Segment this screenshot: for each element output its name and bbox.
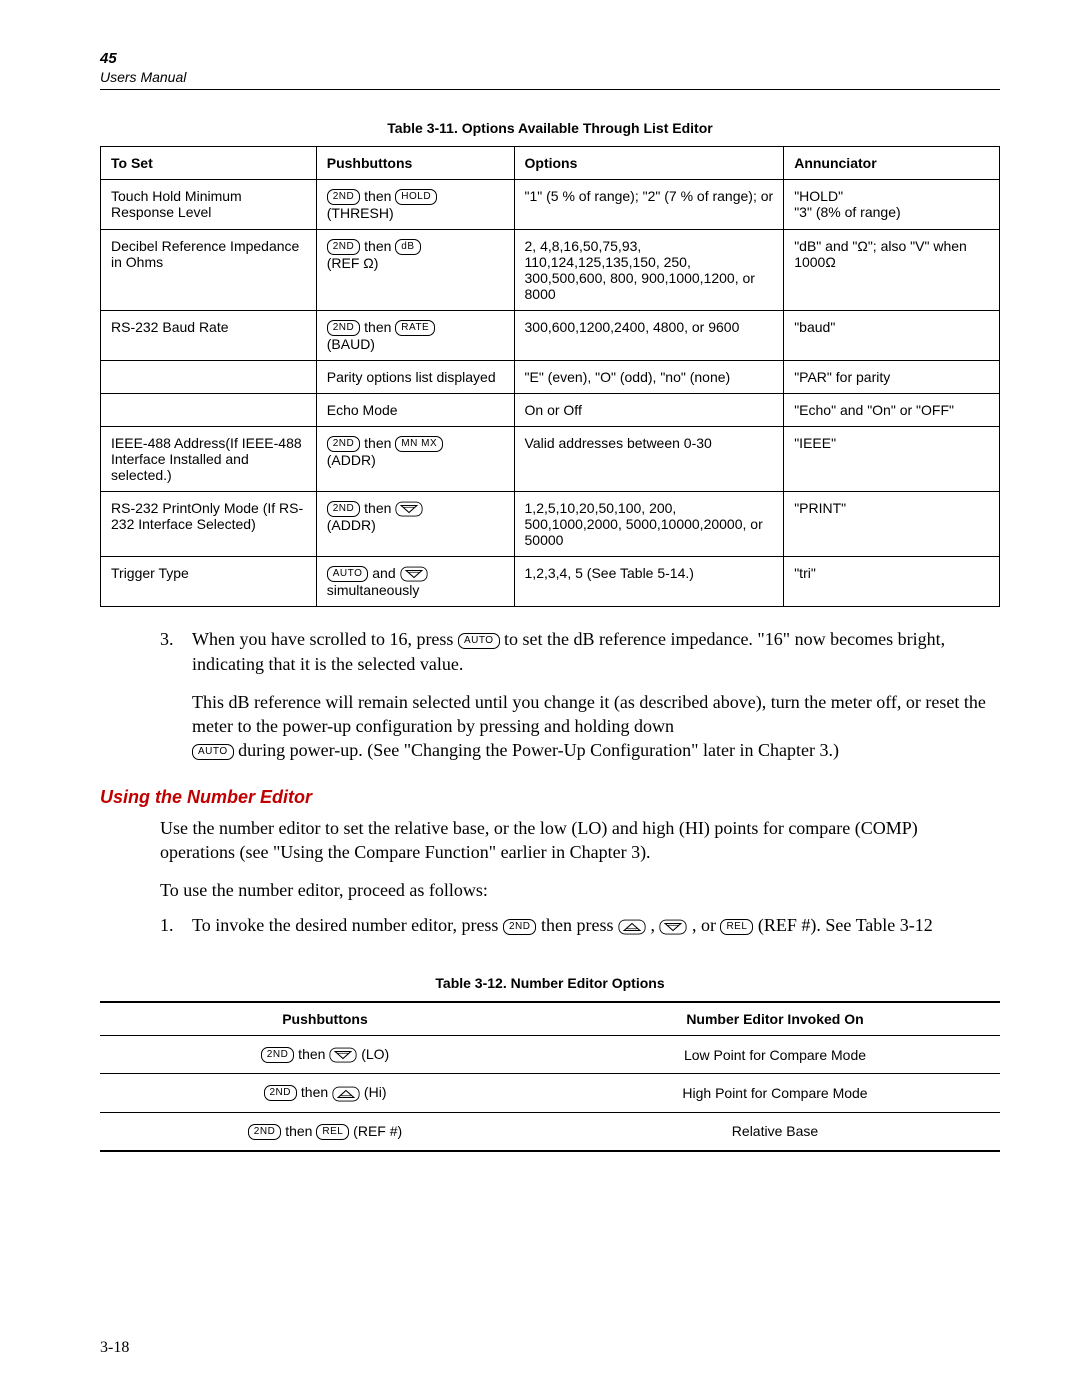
cell-options: 2, 4,8,16,50,75,93, 110,124,125,135,150,… [514,230,784,311]
cell-annunciator: "PRINT" [784,492,1000,557]
rel-key-icon: REL [316,1124,349,1140]
section-number-editor-title: Using the Number Editor [100,787,1000,808]
para2-b: during power-up. (See "Changing the Powe… [234,740,839,760]
page-header-number: 45 [100,50,1000,67]
cell-annunciator: "tri" [784,557,1000,607]
up-arrow-icon [618,919,646,935]
cell-annunciator: "PAR" for parity [784,361,1000,394]
rate-key-icon: RATE [395,320,435,336]
cell-pushbuttons-12: 2ND then (Hi) [100,1074,550,1112]
cell-annunciator: "baud" [784,311,1000,361]
cell-annunciator: "HOLD""3" (8% of range) [784,180,1000,230]
down-arrow-icon [659,919,687,935]
cell-pushbuttons: AUTO and simultaneously [316,557,514,607]
cell-pushbuttons-12: 2ND then (LO) [100,1035,550,1073]
th-annunciator: Annunciator [784,147,1000,180]
hold-key-icon: HOLD [395,189,437,205]
para2-a: This dB reference will remain selected u… [192,692,986,736]
2nd-key-icon: 2ND [327,239,361,255]
cell-to-set: Touch Hold Minimum Response Level [101,180,317,230]
ne-p1: Use the number editor to set the relativ… [160,816,990,865]
2nd-key-icon: 2ND [503,919,537,935]
2nd-key-icon: 2ND [261,1047,295,1063]
cell-to-set: Trigger Type [101,557,317,607]
rel-key-icon: REL [720,919,753,935]
th-invoked-on: Number Editor Invoked On [550,1002,1000,1036]
cell-options: "E" (even), "O" (odd), "no" (none) [514,361,784,394]
2nd-key-icon: 2ND [264,1085,298,1101]
auto-key-icon: AUTO [192,744,234,760]
2nd-key-icon: 2ND [327,436,361,452]
section-number-editor-body: Use the number editor to set the relativ… [160,816,990,937]
down-arrow-icon [395,501,423,517]
cell-to-set: RS-232 PrintOnly Mode (If RS-232 Interfa… [101,492,317,557]
ne-step1-a: To invoke the desired number editor, pre… [192,915,503,935]
th-to-set: To Set [101,147,317,180]
step-3-number: 3. [160,627,192,762]
cell-options: "1" (5 % of range); "2" (7 % of range); … [514,180,784,230]
ne-step1-b: then press [536,915,617,935]
step-3-text-a: When you have scrolled to 16, press [192,629,458,649]
cell-options: 300,600,1200,2400, 4800, or 9600 [514,311,784,361]
ne-step1-num: 1. [160,913,192,937]
cell-pushbuttons-12: 2ND then REL (REF #) [100,1112,550,1151]
mn mx-key-icon: MN MX [395,436,443,452]
2nd-key-icon: 2ND [248,1124,282,1140]
ne-step1-c: (REF #). See Table 3-12 [753,915,932,935]
up-arrow-icon [332,1086,360,1102]
cell-pushbuttons: 2ND then HOLD(THRESH) [316,180,514,230]
cell-to-set: IEEE-488 Address(If IEEE-488 Interface I… [101,427,317,492]
header-rule [100,89,1000,90]
cell-annunciator: "Echo" and "On" or "OFF" [784,394,1000,427]
cell-pushbuttons: Echo Mode [316,394,514,427]
db-key-icon: dB [395,239,420,255]
cell-pushbuttons: 2ND then dB(REF Ω) [316,230,514,311]
cell-options: Valid addresses between 0-30 [514,427,784,492]
2nd-key-icon: 2ND [327,189,361,205]
cell-to-set: Decibel Reference Impedance in Ohms [101,230,317,311]
ne-p2: To use the number editor, proceed as fol… [160,878,990,902]
cell-invoked: Low Point for Compare Mode [550,1035,1000,1073]
cell-to-set [101,361,317,394]
ne-step1-mid: , [646,915,660,935]
auto-key-icon: AUTO [458,633,500,649]
table-11-title: Table 3-11. Options Available Through Li… [100,120,1000,136]
cell-options: On or Off [514,394,784,427]
cell-pushbuttons: 2ND then MN MX(ADDR) [316,427,514,492]
cell-invoked: Relative Base [550,1112,1000,1151]
down-arrow-icon [400,566,428,582]
cell-annunciator: "IEEE" [784,427,1000,492]
ne-step1-mid2: , or [687,915,720,935]
cell-to-set [101,394,317,427]
th-pushbuttons: Pushbuttons [316,147,514,180]
cell-pushbuttons: Parity options list displayed [316,361,514,394]
th-options: Options [514,147,784,180]
auto-key-icon: AUTO [327,566,369,582]
page-header-subtitle: Users Manual [100,69,1000,85]
th-pushbuttons-12: Pushbuttons [100,1002,550,1036]
cell-invoked: High Point for Compare Mode [550,1074,1000,1112]
2nd-key-icon: 2ND [327,501,361,517]
cell-annunciator: "dB" and "Ω"; also "V" when 1000Ω [784,230,1000,311]
table-11: To Set Pushbuttons Options Annunciator T… [100,146,1000,607]
cell-pushbuttons: 2ND then (ADDR) [316,492,514,557]
cell-options: 1,2,3,4, 5 (See Table 5-14.) [514,557,784,607]
body-text: 3. When you have scrolled to 16, press A… [160,627,990,762]
2nd-key-icon: 2ND [327,320,361,336]
cell-pushbuttons: 2ND then RATE(BAUD) [316,311,514,361]
table-12-title: Table 3-12. Number Editor Options [100,975,1000,991]
cell-to-set: RS-232 Baud Rate [101,311,317,361]
down-arrow-icon [329,1047,357,1063]
cell-options: 1,2,5,10,20,50,100, 200, 500,1000,2000, … [514,492,784,557]
page-footer: 3-18 [100,1339,129,1357]
table-12: Pushbuttons Number Editor Invoked On 2ND… [100,1001,1000,1152]
